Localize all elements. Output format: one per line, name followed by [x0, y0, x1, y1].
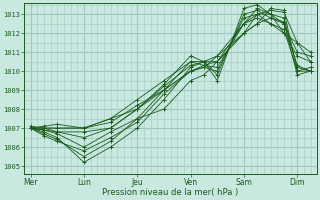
X-axis label: Pression niveau de la mer( hPa ): Pression niveau de la mer( hPa ) — [102, 188, 239, 197]
